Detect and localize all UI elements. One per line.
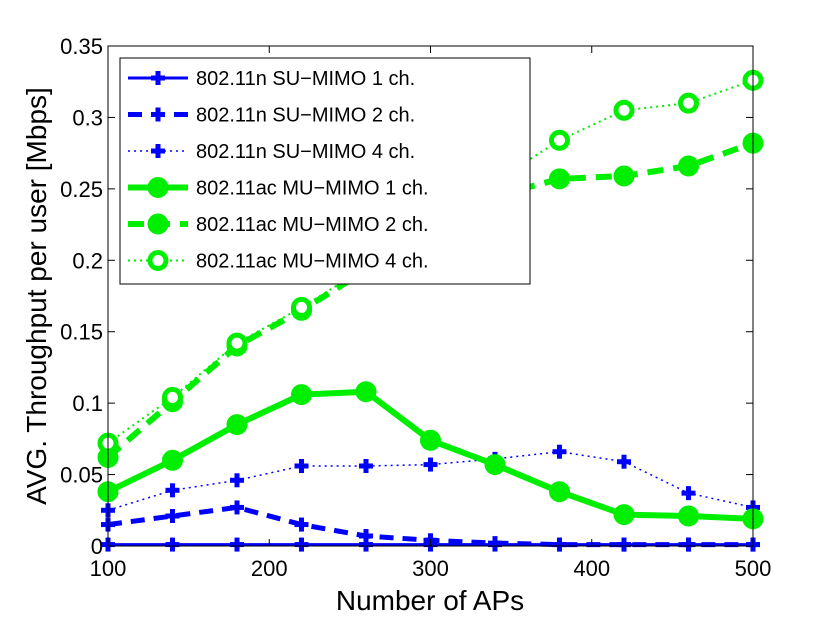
data-point: [549, 481, 570, 503]
data-point: [359, 459, 373, 473]
legend-entry: 802.11ac MU−MIMO 2 ch.: [128, 213, 429, 236]
data-point: [294, 459, 309, 473]
data-point: [355, 381, 377, 403]
data-point: [226, 414, 248, 436]
data-point: [230, 537, 244, 552]
y-tick-label: 0.1: [72, 391, 103, 416]
data-point: [613, 99, 635, 121]
legend-label: 802.11n SU−MIMO 1 ch.: [196, 68, 415, 90]
series-line: [107, 450, 754, 512]
data-point: [291, 384, 312, 406]
legend-marker: [147, 250, 169, 271]
legend-marker: [147, 177, 169, 198]
y-axis-label: AVG. Throughput per user [Mbps]: [21, 87, 52, 505]
y-tick-label: 0.2: [72, 248, 103, 273]
legend-label: 802.11n SU−MIMO 4 ch.: [196, 141, 415, 163]
legend-label: 802.11ac MU−MIMO 4 ch.: [196, 251, 429, 273]
legend-marker: [147, 213, 169, 235]
x-tick-label: 200: [251, 556, 288, 581]
data-point: [226, 332, 248, 354]
legend-label: 802.11n SU−MIMO 2 ch.: [196, 105, 415, 127]
y-tick-label: 0.25: [60, 177, 103, 202]
ticks-layer: 100 200 300 400 500 0 0.05 0.1 0.15 0.2 0.25 0.3 0.3…: [60, 34, 771, 581]
legend-marker: [151, 144, 165, 158]
data-point: [552, 444, 567, 459]
data-point: [230, 473, 244, 488]
data-point: [165, 483, 180, 498]
legend-marker: [151, 107, 165, 122]
y-tick-label: 0.35: [60, 34, 103, 59]
legend-entry: 802.11n SU−MIMO 1 ch.: [128, 68, 415, 90]
legend-marker: [151, 71, 165, 85]
data-point: [681, 537, 696, 552]
legend-label: 802.11ac MU−MIMO 1 ch.: [196, 178, 429, 200]
legend-label: 802.11ac MU−MIMO 2 ch.: [196, 214, 429, 236]
x-tick-label: 500: [735, 556, 772, 581]
data-point: [617, 537, 631, 552]
data-point: [681, 486, 696, 501]
data-point: [165, 509, 180, 523]
data-point: [359, 529, 373, 543]
data-point: [294, 517, 309, 532]
data-point: [678, 92, 699, 114]
data-point: [230, 500, 244, 515]
data-point: [678, 155, 699, 177]
legend-entry: 802.11n SU−MIMO 4 ch.: [128, 141, 415, 163]
data-point: [552, 537, 567, 552]
data-point: [613, 504, 635, 526]
data-point: [549, 168, 570, 190]
data-point: [613, 165, 635, 187]
legend-entry: 802.11ac MU−MIMO 4 ch.: [128, 250, 429, 273]
legend: 802.11n SU−MIMO 1 ch. 802.11n SU−MIMO 2 c…: [119, 57, 531, 285]
legend-box: [119, 57, 531, 285]
x-tick-label: 100: [90, 556, 127, 581]
x-tick-label: 300: [412, 556, 449, 581]
y-tick-label: 0.05: [60, 463, 103, 488]
legend-entry: 802.11n SU−MIMO 2 ch.: [128, 105, 415, 127]
y-tick-label: 0.3: [72, 105, 103, 130]
data-point: [162, 449, 183, 471]
data-point: [291, 296, 312, 318]
data-point: [678, 505, 699, 527]
series-line: [107, 79, 754, 444]
data-point: [617, 454, 631, 469]
data-point: [423, 457, 438, 472]
legend-entry: 802.11ac MU−MIMO 1 ch.: [128, 177, 429, 200]
x-tick-label: 400: [573, 556, 610, 581]
y-tick-label: 0.15: [60, 320, 103, 345]
data-point: [488, 536, 502, 551]
data-point: [549, 129, 570, 151]
y-tick-label: 0: [91, 534, 103, 559]
data-point: [484, 454, 506, 476]
series-6: [97, 69, 764, 454]
data-point: [420, 429, 441, 451]
data-point: [165, 537, 180, 552]
data-point: [162, 386, 183, 408]
data-point: [294, 537, 309, 552]
x-axis-label: Number of APs: [336, 585, 524, 616]
